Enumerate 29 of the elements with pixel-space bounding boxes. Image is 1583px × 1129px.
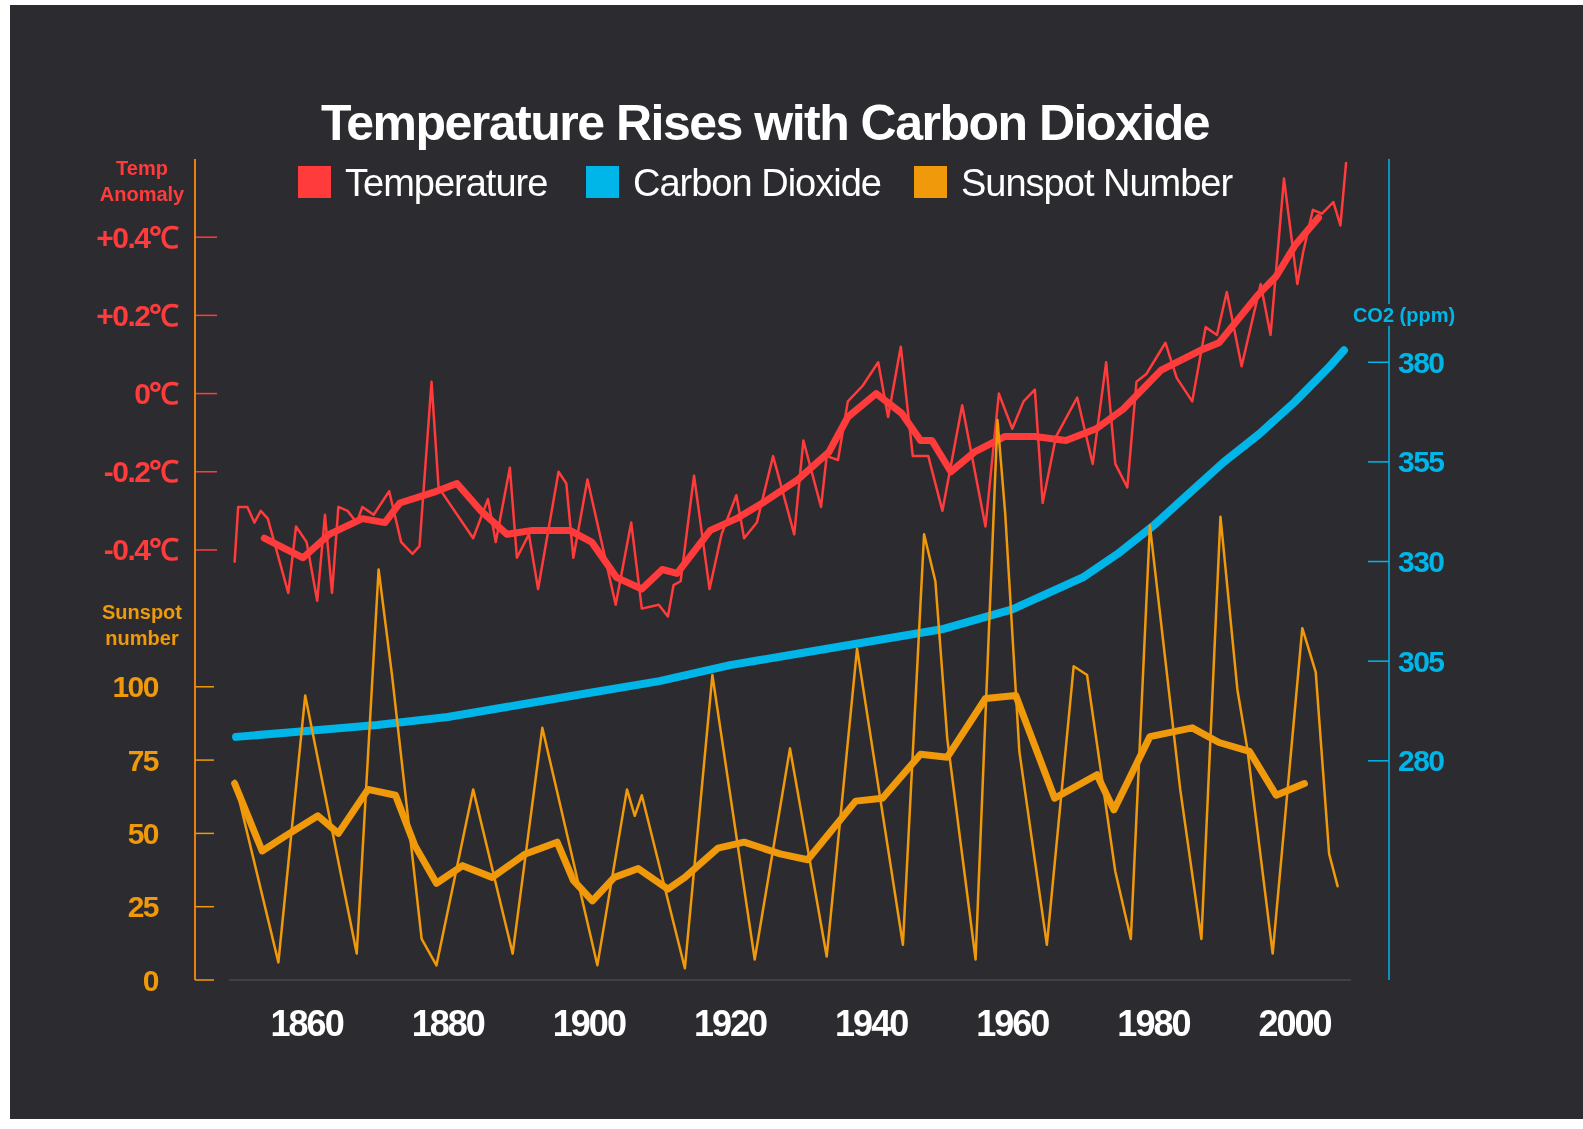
- y-tick-label: -0.2℃: [103, 455, 180, 489]
- x-tick-label: 1960: [976, 1003, 1050, 1044]
- x-tick-label: 2000: [1258, 1003, 1332, 1044]
- y2-tick-label: 305: [1398, 644, 1445, 678]
- legend-label: Temperature: [345, 162, 548, 204]
- y2-tick-label: 380: [1398, 345, 1445, 379]
- legend-label: Carbon Dioxide: [633, 162, 881, 204]
- y3-tick-label: 0: [142, 963, 159, 997]
- y3-axis-title: Sunspot number: [102, 601, 183, 649]
- x-tick-label: 1880: [411, 1003, 485, 1044]
- y-tick-label: +0.4℃: [96, 220, 180, 254]
- y3-tick-label: 75: [127, 743, 159, 777]
- x-tick-label: 1940: [835, 1003, 909, 1044]
- y-tick-label: +0.2℃: [96, 298, 180, 332]
- y3-tick-label: 25: [127, 890, 159, 924]
- x-tick-label: 1900: [552, 1003, 626, 1044]
- chart-title: Temperature Rises with Carbon Dioxide: [320, 95, 1210, 151]
- y-tick-label: 0℃: [134, 377, 180, 411]
- y2-tick-label: 355: [1398, 445, 1445, 479]
- y3-tick-label: 50: [127, 816, 159, 850]
- x-tick-label: 1980: [1117, 1003, 1191, 1044]
- x-tick-label: 1920: [693, 1003, 768, 1044]
- x-tick-label: 1860: [270, 1003, 344, 1044]
- y2-tick-label: 330: [1398, 545, 1445, 579]
- y-axis-title: Temp Anomaly: [99, 157, 186, 205]
- y3-tick-label: 100: [112, 670, 159, 704]
- y-tick-label: -0.4℃: [103, 533, 180, 567]
- y2-tick-label: 280: [1398, 744, 1445, 778]
- legend-label: Sunspot Number: [961, 162, 1234, 204]
